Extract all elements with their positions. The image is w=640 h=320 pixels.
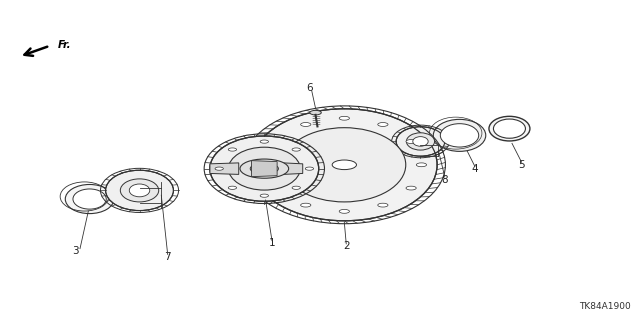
Ellipse shape: [252, 109, 437, 221]
Ellipse shape: [228, 148, 237, 151]
Text: 3: 3: [72, 246, 79, 256]
Polygon shape: [284, 163, 303, 174]
Ellipse shape: [292, 148, 300, 151]
Text: Fr.: Fr.: [58, 40, 71, 50]
Ellipse shape: [273, 186, 283, 190]
Polygon shape: [210, 163, 239, 174]
Ellipse shape: [310, 110, 321, 115]
Ellipse shape: [406, 133, 435, 150]
Ellipse shape: [129, 184, 150, 197]
Ellipse shape: [260, 140, 269, 143]
Ellipse shape: [292, 186, 300, 189]
Text: 1: 1: [269, 238, 275, 248]
Text: 7: 7: [164, 252, 171, 262]
Ellipse shape: [433, 119, 486, 151]
Ellipse shape: [413, 137, 428, 146]
Ellipse shape: [250, 163, 278, 174]
Ellipse shape: [260, 194, 269, 197]
Ellipse shape: [210, 136, 319, 201]
Ellipse shape: [332, 160, 356, 170]
Ellipse shape: [283, 128, 406, 202]
Ellipse shape: [378, 203, 388, 207]
Ellipse shape: [120, 179, 159, 202]
Text: 8: 8: [442, 175, 448, 185]
Ellipse shape: [73, 189, 106, 209]
Ellipse shape: [417, 163, 427, 167]
Ellipse shape: [493, 119, 525, 138]
Ellipse shape: [339, 116, 349, 120]
Text: TK84A1900: TK84A1900: [579, 302, 630, 311]
Ellipse shape: [65, 184, 114, 214]
Text: 5: 5: [518, 160, 525, 170]
Text: 6: 6: [306, 83, 312, 93]
Ellipse shape: [215, 167, 223, 170]
Ellipse shape: [240, 159, 289, 178]
Polygon shape: [252, 161, 277, 177]
Text: 4: 4: [472, 164, 478, 174]
Ellipse shape: [440, 124, 479, 147]
Ellipse shape: [339, 209, 349, 213]
Ellipse shape: [106, 170, 173, 211]
Text: 2: 2: [343, 241, 349, 252]
Ellipse shape: [396, 127, 445, 156]
Ellipse shape: [301, 203, 311, 207]
Ellipse shape: [262, 163, 273, 167]
Ellipse shape: [228, 186, 237, 189]
Ellipse shape: [406, 186, 416, 190]
Ellipse shape: [273, 140, 283, 143]
Ellipse shape: [228, 147, 300, 190]
Ellipse shape: [305, 167, 314, 170]
Ellipse shape: [489, 116, 530, 141]
Ellipse shape: [301, 123, 311, 126]
Ellipse shape: [378, 123, 388, 126]
Ellipse shape: [406, 140, 416, 143]
